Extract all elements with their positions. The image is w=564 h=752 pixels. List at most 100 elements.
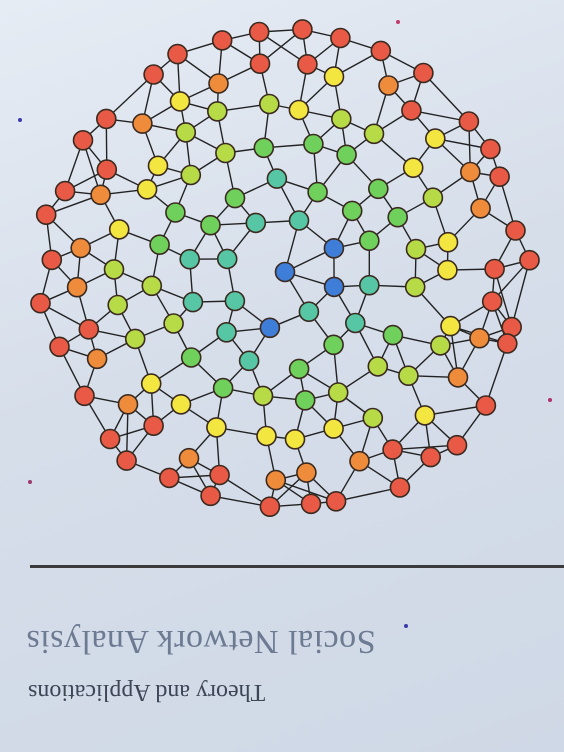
network-node <box>405 238 427 260</box>
network-node <box>249 53 271 75</box>
upside-down-title-block: Social Network Analysis Theory and Appli… <box>20 620 540 740</box>
network-edge <box>392 444 458 451</box>
network-edge <box>422 72 470 122</box>
network-node <box>420 446 442 468</box>
network-node <box>447 367 469 388</box>
network-node <box>323 276 345 298</box>
network-node <box>116 450 137 471</box>
ink-speck <box>28 480 32 484</box>
network-node <box>430 335 451 356</box>
network-node <box>303 133 324 155</box>
network-node <box>66 276 88 298</box>
network-node <box>274 261 296 283</box>
network-node <box>132 113 153 134</box>
network-node <box>475 395 497 416</box>
network-node <box>327 382 349 403</box>
network-node <box>72 130 94 151</box>
network-node <box>413 62 434 84</box>
network-node <box>341 200 363 222</box>
network-node <box>147 155 169 177</box>
network-node <box>74 385 95 407</box>
network-node <box>481 291 503 312</box>
network-node <box>265 469 287 491</box>
network-node <box>437 231 459 253</box>
network-node <box>124 328 146 350</box>
network-node <box>175 122 197 143</box>
network-node <box>489 166 510 187</box>
book-subtitle: Theory and Applications <box>28 679 266 705</box>
network-node <box>35 204 57 225</box>
network-node <box>136 179 158 200</box>
network-node <box>99 428 121 450</box>
network-node <box>323 334 344 356</box>
network-node <box>167 43 188 65</box>
network-nodes <box>30 19 540 518</box>
network-node <box>180 347 202 368</box>
network-node <box>207 101 228 122</box>
network-node <box>296 462 317 483</box>
network-node <box>141 275 163 297</box>
network-node <box>216 321 237 343</box>
network-node <box>519 249 540 271</box>
network-node <box>208 73 229 94</box>
network-node <box>378 75 399 96</box>
network-node <box>224 290 246 312</box>
network-node <box>143 415 164 437</box>
network-node <box>206 417 227 438</box>
network-node <box>169 91 191 112</box>
network-node <box>216 248 238 270</box>
network-node <box>389 477 411 498</box>
network-node <box>288 99 310 121</box>
network-edge <box>335 486 401 502</box>
ink-speck <box>548 398 552 402</box>
network-graph-illustration <box>30 19 540 518</box>
network-node <box>288 358 310 380</box>
network-node <box>209 464 230 486</box>
network-node <box>90 184 111 206</box>
network-node <box>496 333 518 354</box>
network-node <box>266 168 288 189</box>
network-node <box>178 447 200 469</box>
network-node <box>170 393 192 415</box>
network-node <box>398 365 419 387</box>
network-node <box>179 248 200 270</box>
network-node <box>258 93 280 115</box>
network-node <box>117 393 139 415</box>
divider-rule <box>30 565 564 568</box>
network-node <box>200 214 221 236</box>
network-node <box>358 274 380 296</box>
network-node <box>414 405 436 426</box>
network-node <box>70 237 91 259</box>
network-edge <box>275 479 337 502</box>
network-node <box>325 490 347 512</box>
network-node <box>292 19 313 40</box>
network-node <box>401 100 422 121</box>
network-node <box>387 206 409 228</box>
network-node <box>259 317 281 339</box>
network-node <box>298 301 320 323</box>
network-node <box>446 434 468 456</box>
network-node <box>96 159 118 180</box>
network-node <box>469 327 490 349</box>
network-node <box>404 276 426 298</box>
network-node <box>215 142 236 164</box>
ink-speck <box>396 20 400 24</box>
network-node <box>505 220 526 241</box>
book-title: Social Network Analysis <box>26 623 376 660</box>
network-node <box>143 64 164 85</box>
network-node <box>470 198 491 219</box>
network-node <box>182 291 204 313</box>
network-node <box>358 230 380 251</box>
network-node <box>367 356 389 377</box>
network-node <box>336 144 357 166</box>
network-node <box>212 377 234 399</box>
network-node <box>422 187 444 208</box>
network-node <box>323 238 345 259</box>
network-node <box>108 219 130 240</box>
network-node <box>382 439 403 460</box>
network-node <box>224 187 246 209</box>
network-node <box>294 389 316 411</box>
network-node <box>402 157 424 178</box>
network-node <box>323 418 344 439</box>
